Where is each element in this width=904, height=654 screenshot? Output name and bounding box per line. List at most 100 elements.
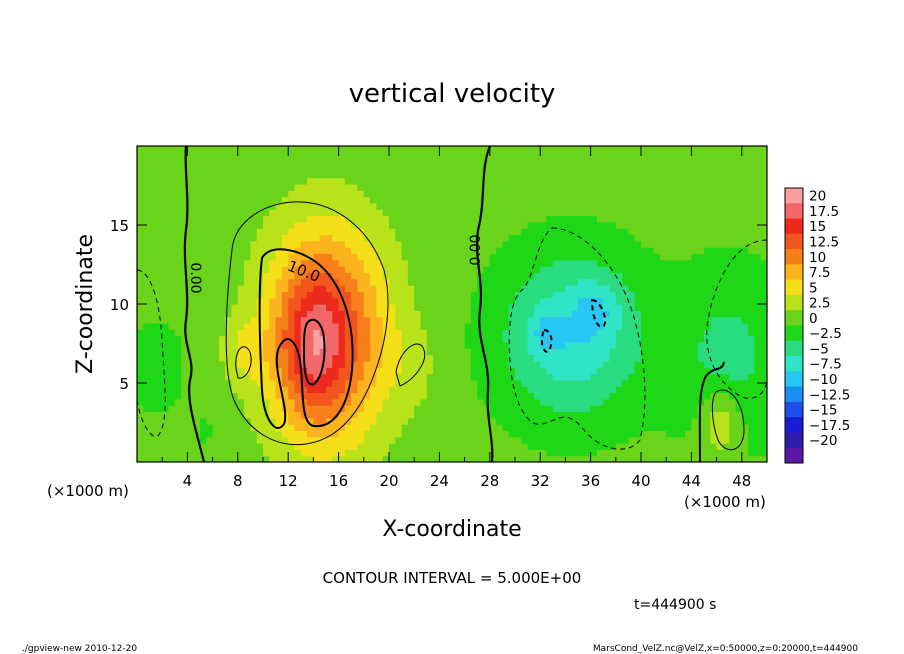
heatmap-cell <box>710 234 718 242</box>
heatmap-cell <box>281 322 289 330</box>
heatmap-cell <box>603 247 611 255</box>
heatmap-cell <box>502 272 510 280</box>
heatmap-cell <box>338 285 346 292</box>
heatmap-cell <box>244 240 251 248</box>
heatmap-cell <box>527 367 535 375</box>
heatmap-cell <box>256 417 264 425</box>
heatmap-cell <box>609 354 617 362</box>
heatmap-cell <box>212 196 220 204</box>
heatmap-cell <box>420 424 428 431</box>
heatmap-cell <box>313 443 321 450</box>
heatmap-cell <box>697 272 705 280</box>
heatmap-cell <box>489 398 497 406</box>
heatmap-cell <box>464 240 472 248</box>
heatmap-cell <box>162 164 170 172</box>
heatmap-cell <box>628 234 636 242</box>
heatmap-cell <box>628 278 636 286</box>
heatmap-cell <box>735 215 743 223</box>
heatmap-cell <box>628 392 636 400</box>
heatmap-cell <box>615 202 623 210</box>
heatmap-cell <box>596 158 604 166</box>
heatmap-cell <box>590 272 598 280</box>
heatmap-cell <box>162 367 170 375</box>
heatmap-cell <box>420 278 428 286</box>
heatmap-cell <box>502 177 510 185</box>
heatmap-cell <box>370 196 377 204</box>
heatmap-cell <box>389 215 396 223</box>
heatmap-cell <box>477 443 485 450</box>
heatmap-cell <box>741 297 749 305</box>
heatmap-cell <box>609 266 617 273</box>
heatmap-cell <box>319 443 327 450</box>
heatmap-cell <box>647 278 655 286</box>
heatmap-cell <box>470 202 478 210</box>
heatmap-cell <box>647 259 655 267</box>
heatmap-cell <box>464 234 472 242</box>
heatmap-cell <box>281 436 289 444</box>
heatmap-cell <box>628 177 636 185</box>
heatmap-cell <box>489 424 497 431</box>
heatmap-cell <box>533 455 541 462</box>
heatmap-cell <box>275 367 283 375</box>
heatmap-cell <box>470 310 478 318</box>
heatmap-cell <box>155 196 163 204</box>
heatmap-cell <box>748 278 755 286</box>
heatmap-cell <box>155 202 163 210</box>
heatmap-cell <box>540 379 548 387</box>
heatmap-cell <box>603 316 611 324</box>
heatmap-cell <box>225 449 233 457</box>
heatmap-cell <box>666 398 674 406</box>
heatmap-cell <box>628 304 636 311</box>
heatmap-cell <box>193 177 201 185</box>
heatmap-cell <box>754 228 762 236</box>
heatmap-cell <box>578 335 585 343</box>
heatmap-cell <box>401 405 409 413</box>
heatmap-cell <box>357 221 365 229</box>
heatmap-cell <box>231 316 239 324</box>
heatmap-cell <box>326 221 333 229</box>
heatmap-cell <box>552 304 560 311</box>
heatmap-cell <box>590 335 598 343</box>
heatmap-cell <box>496 196 503 204</box>
heatmap-cell <box>552 367 560 375</box>
heatmap-cell <box>678 164 686 172</box>
heatmap-cell <box>445 253 453 261</box>
heatmap-cell <box>722 158 730 166</box>
heatmap-cell <box>256 215 264 223</box>
heatmap-cell <box>666 196 674 204</box>
heatmap-cell <box>653 341 661 349</box>
heatmap-cell <box>452 146 459 153</box>
heatmap-cell <box>326 411 333 419</box>
heatmap-cell <box>281 297 289 305</box>
heatmap-cell <box>313 221 321 229</box>
heatmap-cell <box>143 322 151 330</box>
heatmap-cell <box>515 240 522 248</box>
heatmap-cell <box>748 158 755 166</box>
heatmap-cell <box>332 297 340 305</box>
heatmap-cell <box>275 411 283 419</box>
heatmap-cell <box>697 278 705 286</box>
heatmap-cell <box>433 285 440 292</box>
heatmap-cell <box>622 392 629 400</box>
heatmap-cell <box>477 455 485 462</box>
heatmap-cell <box>206 392 214 400</box>
heatmap-cell <box>439 304 447 311</box>
heatmap-cell <box>155 360 163 368</box>
heatmap-cell <box>206 202 214 210</box>
heatmap-cell <box>502 158 510 166</box>
heatmap-cell <box>603 234 611 242</box>
heatmap-cell <box>445 310 453 318</box>
heatmap-cell <box>754 234 762 242</box>
heatmap-cell <box>288 183 296 191</box>
heatmap-cell <box>338 367 346 375</box>
heatmap-cell <box>363 424 371 431</box>
heatmap-cell <box>521 297 529 305</box>
heatmap-cell <box>162 430 170 438</box>
heatmap-cell <box>137 228 144 236</box>
heatmap-cell <box>653 379 661 387</box>
heatmap-cell <box>149 310 157 318</box>
heatmap-cell <box>401 209 409 217</box>
heatmap-cell <box>275 316 283 324</box>
heatmap-cell <box>370 285 377 292</box>
heatmap-cell <box>571 367 579 375</box>
